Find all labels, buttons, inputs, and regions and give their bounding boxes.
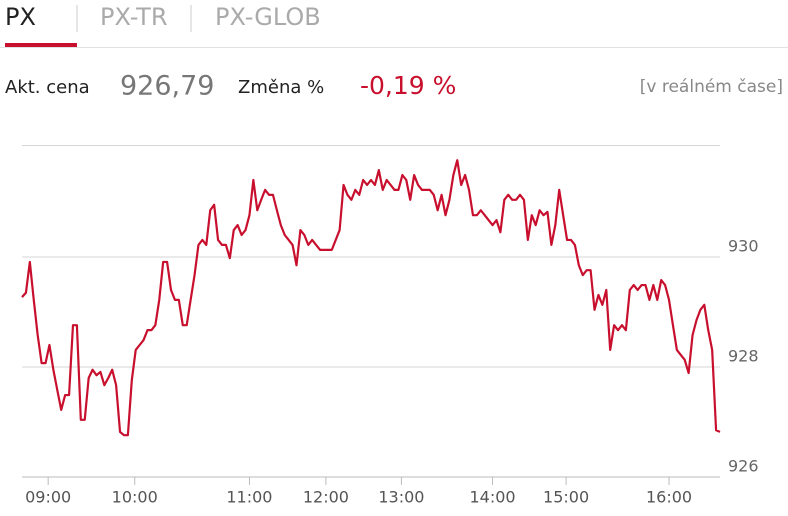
x-tick-label: 10:00 xyxy=(112,488,158,507)
tab[interactable]: PX-TR xyxy=(100,3,168,31)
tab[interactable]: PX-GLOB xyxy=(215,3,321,31)
x-tick-label: 15:00 xyxy=(543,488,589,507)
change-label: Změna % xyxy=(238,77,324,98)
x-tick-label: 14:00 xyxy=(470,488,516,507)
change: -0,19 % xyxy=(360,71,456,100)
tab[interactable]: PX xyxy=(5,3,36,31)
y-tick-label: 928 xyxy=(728,347,759,366)
x-tick-label: 12:00 xyxy=(303,488,349,507)
x-tick-label: 11:00 xyxy=(226,488,272,507)
price-line xyxy=(21,159,721,437)
price: 926,79 xyxy=(120,71,214,102)
y-tick-label: 926 xyxy=(728,457,759,476)
active-tab-underline xyxy=(5,43,77,47)
x-tick-label: 13:00 xyxy=(378,488,424,507)
price-label: Akt. cena xyxy=(5,77,90,98)
x-tick-label: 09:00 xyxy=(25,488,71,507)
y-tick-label: 930 xyxy=(728,237,759,256)
realtime-note: [v reálném čase] xyxy=(640,77,783,97)
x-tick-label: 16:00 xyxy=(646,488,692,507)
